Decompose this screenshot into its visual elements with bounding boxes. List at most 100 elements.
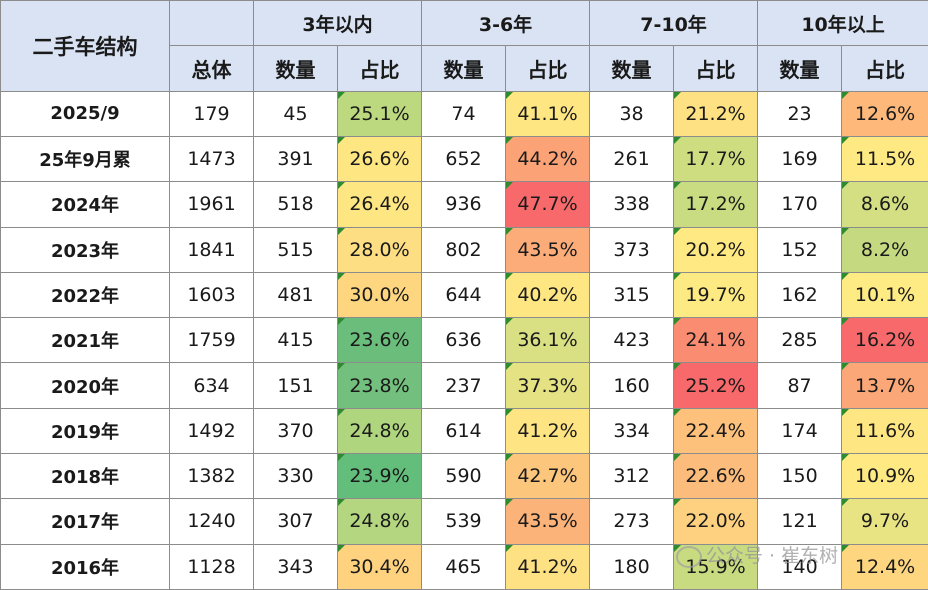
share-cell: 13.7%	[841, 362, 928, 409]
table-row: 2024年 1961 518 26.4% 936 47.7% 338 17.2% 170 8.6%	[0, 181, 928, 228]
table-row: 2025/9 179 45 25.1% 74 41.1% 38 21.2% 23 12.6%	[0, 90, 928, 137]
total-cell: 1473	[169, 135, 254, 183]
share-cell: 44.2%	[505, 135, 591, 183]
share-cell: 26.6%	[336, 135, 423, 183]
row-label: 2016年	[0, 543, 170, 590]
share-cell: 17.2%	[673, 181, 759, 228]
count-cell: 169	[757, 135, 843, 183]
share-cell: 28.0%	[336, 226, 423, 273]
count-cell: 74	[421, 90, 507, 137]
count-cell: 160	[589, 362, 675, 409]
row-label: 2020年	[0, 362, 170, 409]
total-header: 总体	[169, 45, 254, 92]
table-body: 2025/9 179 45 25.1% 74 41.1% 38 21.2% 23 12.6% 25年…	[0, 90, 928, 590]
share-cell: 22.6%	[673, 452, 759, 500]
share-cell: 23.6%	[336, 317, 423, 364]
row-label: 2023年	[0, 226, 170, 273]
group-header-0-3: 3年以内	[252, 0, 423, 47]
share-cell: 30.4%	[336, 543, 423, 590]
count-cell: 23	[757, 90, 843, 137]
row-label: 2024年	[0, 181, 170, 228]
count-cell: 151	[253, 362, 338, 409]
row-label: 25年9月累	[0, 135, 170, 183]
count-cell: 373	[589, 226, 675, 273]
table-row: 2022年 1603 481 30.0% 644 40.2% 315 19.7% 162 10.1…	[0, 271, 928, 319]
share-cell: 25.1%	[336, 90, 423, 137]
share-cell: 36.1%	[505, 317, 591, 364]
share-header: 占比	[841, 45, 928, 92]
share-cell: 40.2%	[505, 271, 591, 319]
share-cell: 43.5%	[505, 226, 591, 273]
share-cell: 24.8%	[336, 407, 423, 454]
row-label: 2025/9	[0, 90, 170, 137]
count-cell: 180	[589, 543, 675, 590]
count-cell: 315	[589, 271, 675, 319]
count-cell: 518	[253, 181, 338, 228]
count-cell: 261	[589, 135, 675, 183]
count-cell: 87	[757, 362, 843, 409]
total-cell: 1841	[169, 226, 254, 273]
share-cell: 15.9%	[673, 543, 759, 590]
share-header: 占比	[505, 45, 591, 92]
header-empty-cell	[169, 0, 254, 47]
count-cell: 285	[757, 317, 843, 364]
count-cell: 481	[253, 271, 338, 319]
total-cell: 1603	[169, 271, 254, 319]
count-cell: 515	[253, 226, 338, 273]
share-cell: 42.7%	[505, 452, 591, 500]
share-cell: 41.1%	[505, 90, 591, 137]
share-cell: 12.6%	[841, 90, 928, 137]
count-cell: 273	[589, 498, 675, 545]
header-row-groups: 二手车结构 3年以内 3-6年 7-10年 10年以上	[0, 0, 928, 92]
share-cell: 17.7%	[673, 135, 759, 183]
table-title: 二手车结构	[0, 0, 170, 92]
count-cell: 644	[421, 271, 507, 319]
count-header: 数量	[589, 45, 675, 92]
count-cell: 652	[421, 135, 507, 183]
count-header: 数量	[421, 45, 507, 92]
total-cell: 634	[169, 362, 254, 409]
count-cell: 312	[589, 452, 675, 500]
total-cell: 1240	[169, 498, 254, 545]
total-cell: 1382	[169, 452, 254, 500]
count-cell: 162	[757, 271, 843, 319]
table-row: 2021年 1759 415 23.6% 636 36.1% 423 24.1% 285 16.2…	[0, 317, 928, 364]
table-row: 2018年 1382 330 23.9% 590 42.7% 312 22.6% 150 10.9…	[0, 452, 928, 500]
count-cell: 334	[589, 407, 675, 454]
count-cell: 465	[421, 543, 507, 590]
group-header-7-10: 7-10年	[589, 0, 759, 47]
count-cell: 539	[421, 498, 507, 545]
count-cell: 370	[253, 407, 338, 454]
count-cell: 415	[253, 317, 338, 364]
count-cell: 614	[421, 407, 507, 454]
share-cell: 47.7%	[505, 181, 591, 228]
share-cell: 21.2%	[673, 90, 759, 137]
share-cell: 23.8%	[336, 362, 423, 409]
count-cell: 330	[253, 452, 338, 500]
share-cell: 8.6%	[841, 181, 928, 228]
share-cell: 41.2%	[505, 543, 591, 590]
total-cell: 1492	[169, 407, 254, 454]
row-label: 2021年	[0, 317, 170, 364]
group-header-10-plus: 10年以上	[757, 0, 928, 47]
share-cell: 25.2%	[673, 362, 759, 409]
count-header: 数量	[757, 45, 843, 92]
share-cell: 26.4%	[336, 181, 423, 228]
count-header: 数量	[253, 45, 338, 92]
share-cell: 20.2%	[673, 226, 759, 273]
count-cell: 391	[253, 135, 338, 183]
count-cell: 936	[421, 181, 507, 228]
header-row-sub: 总体 数量 占比 数量 占比 数量 占比 数量 占比	[1, 45, 928, 92]
total-cell: 1759	[169, 317, 254, 364]
count-cell: 237	[421, 362, 507, 409]
table-row: 2023年 1841 515 28.0% 802 43.5% 373 20.2% 152 8.2%	[0, 226, 928, 273]
share-cell: 9.7%	[841, 498, 928, 545]
share-cell: 43.5%	[505, 498, 591, 545]
count-cell: 174	[757, 407, 843, 454]
share-cell: 11.5%	[841, 135, 928, 183]
share-cell: 22.0%	[673, 498, 759, 545]
count-cell: 38	[589, 90, 675, 137]
share-cell: 10.9%	[841, 452, 928, 500]
count-cell: 343	[253, 543, 338, 590]
